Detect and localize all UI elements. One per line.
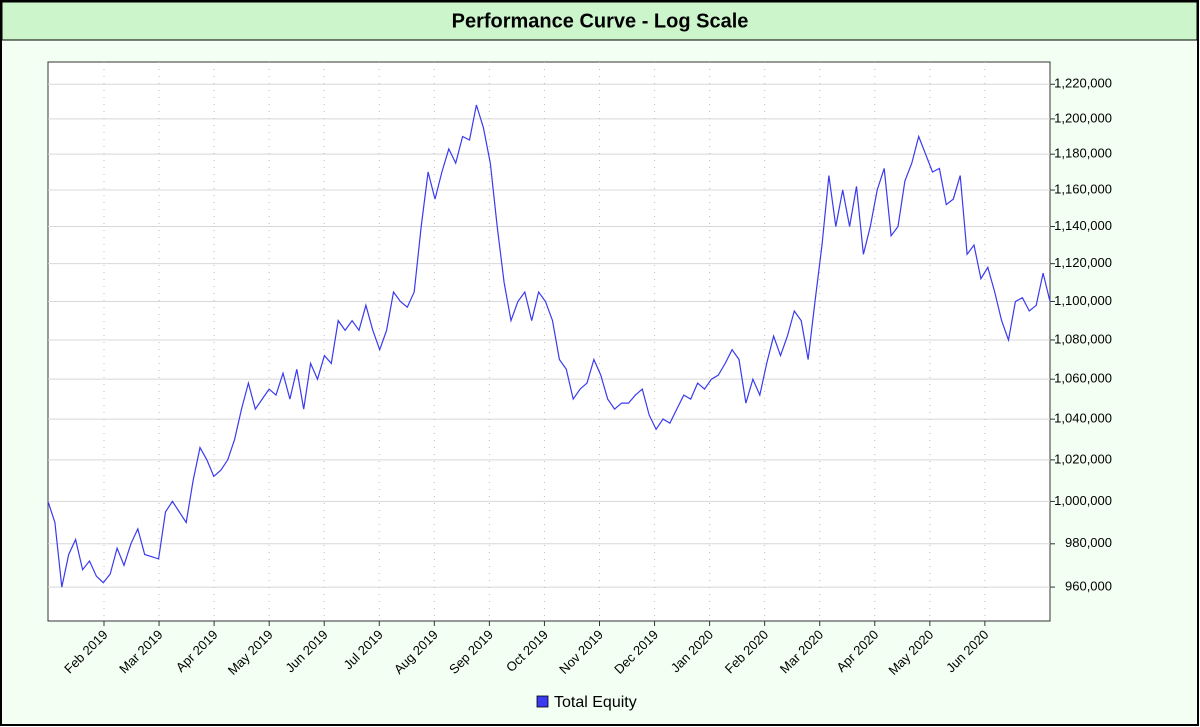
y-tick-label: 1,000,000	[1054, 493, 1112, 508]
y-tick-label: 1,160,000	[1054, 181, 1112, 196]
y-tick-label: 1,020,000	[1054, 451, 1112, 466]
y-tick-label: 960,000	[1065, 579, 1112, 594]
y-tick-label: 980,000	[1065, 535, 1112, 550]
y-tick-label: 1,180,000	[1054, 146, 1112, 161]
y-tick-label: 1,140,000	[1054, 218, 1112, 233]
chart-title: Performance Curve - Log Scale	[452, 10, 749, 32]
header	[1, 1, 1198, 41]
y-tick-label: 1,100,000	[1054, 293, 1112, 308]
y-tick-label: 1,200,000	[1054, 110, 1112, 125]
y-tick-label: 1,060,000	[1054, 371, 1112, 386]
legend-label: Total Equity	[554, 694, 637, 711]
legend-swatch	[536, 695, 549, 708]
y-tick-label: 1,220,000	[1054, 76, 1112, 91]
plot-area	[47, 61, 1051, 622]
y-tick-label: 1,120,000	[1054, 255, 1112, 270]
y-tick-label: 1,040,000	[1054, 411, 1112, 426]
equity-line	[47, 104, 1051, 588]
y-tick-label: 1,080,000	[1054, 331, 1112, 346]
